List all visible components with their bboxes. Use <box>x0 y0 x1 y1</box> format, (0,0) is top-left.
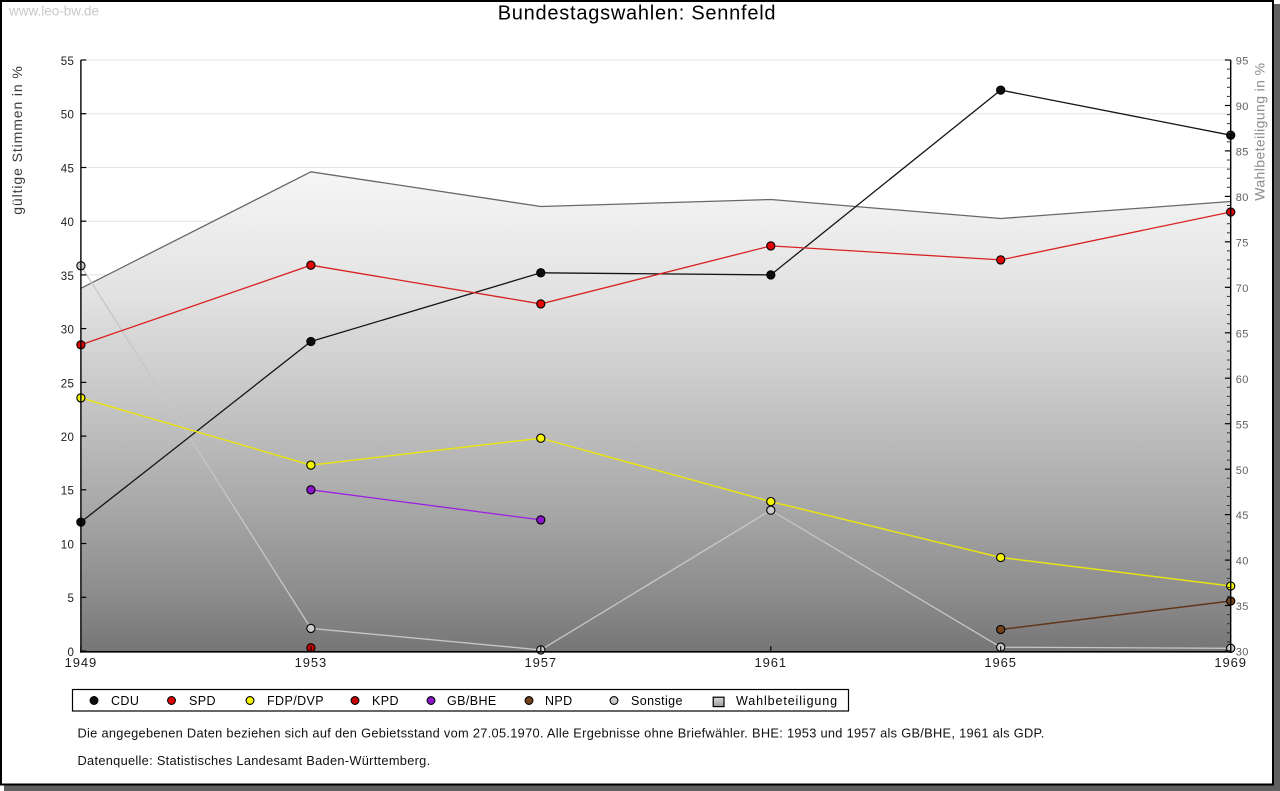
svg-text:40: 40 <box>1236 556 1249 568</box>
svg-text:1969: 1969 <box>1214 655 1247 670</box>
svg-text:30: 30 <box>61 325 75 337</box>
svg-text:80: 80 <box>1236 192 1249 204</box>
svg-text:50: 50 <box>1236 465 1249 477</box>
svg-text:1965: 1965 <box>984 655 1017 670</box>
svg-text:NPD: NPD <box>545 694 573 708</box>
svg-text:45: 45 <box>61 163 75 175</box>
svg-text:CDU: CDU <box>111 694 139 708</box>
svg-text:95: 95 <box>1236 56 1249 68</box>
svg-text:55: 55 <box>61 56 75 68</box>
svg-text:1957: 1957 <box>525 655 558 670</box>
svg-text:SPD: SPD <box>189 694 216 708</box>
svg-text:Wahlbeteiligung in %: Wahlbeteiligung in % <box>1252 62 1268 200</box>
svg-text:90: 90 <box>1236 101 1249 113</box>
svg-text:55: 55 <box>1236 419 1249 431</box>
svg-text:70: 70 <box>1236 283 1249 295</box>
svg-text:Datenquelle: Statistisches Lan: Datenquelle: Statistisches Landesamt Bad… <box>78 753 431 768</box>
svg-text:FDP/DVP: FDP/DVP <box>267 694 324 708</box>
svg-text:www.leo-bw.de: www.leo-bw.de <box>8 4 99 19</box>
svg-text:gültige Stimmen in %: gültige Stimmen in % <box>9 65 25 215</box>
svg-text:40: 40 <box>61 217 75 229</box>
svg-text:1961: 1961 <box>755 655 788 670</box>
svg-text:KPD: KPD <box>372 694 399 708</box>
svg-text:1953: 1953 <box>295 655 328 670</box>
svg-text:15: 15 <box>61 486 75 498</box>
svg-text:20: 20 <box>61 432 75 444</box>
svg-text:Die angegebenen Daten beziehen: Die angegebenen Daten beziehen sich auf … <box>78 726 1045 741</box>
svg-text:Bundestagswahlen: Sennfeld: Bundestagswahlen: Sennfeld <box>498 3 777 25</box>
svg-text:GB/BHE: GB/BHE <box>447 694 497 708</box>
svg-text:35: 35 <box>61 271 75 283</box>
svg-text:60: 60 <box>1236 374 1249 386</box>
svg-text:45: 45 <box>1236 510 1249 522</box>
svg-text:50: 50 <box>61 110 75 122</box>
svg-text:25: 25 <box>61 378 75 390</box>
svg-text:1949: 1949 <box>65 655 98 670</box>
svg-text:Sonstige: Sonstige <box>631 694 683 708</box>
svg-text:10: 10 <box>61 539 75 551</box>
svg-text:0: 0 <box>68 647 75 659</box>
svg-text:85: 85 <box>1236 147 1249 159</box>
svg-text:75: 75 <box>1236 237 1249 249</box>
svg-text:Wahlbeteiligung: Wahlbeteiligung <box>736 694 838 708</box>
svg-text:65: 65 <box>1236 328 1249 340</box>
svg-text:5: 5 <box>68 593 75 605</box>
svg-text:30: 30 <box>1236 647 1249 659</box>
svg-text:35: 35 <box>1236 601 1249 613</box>
